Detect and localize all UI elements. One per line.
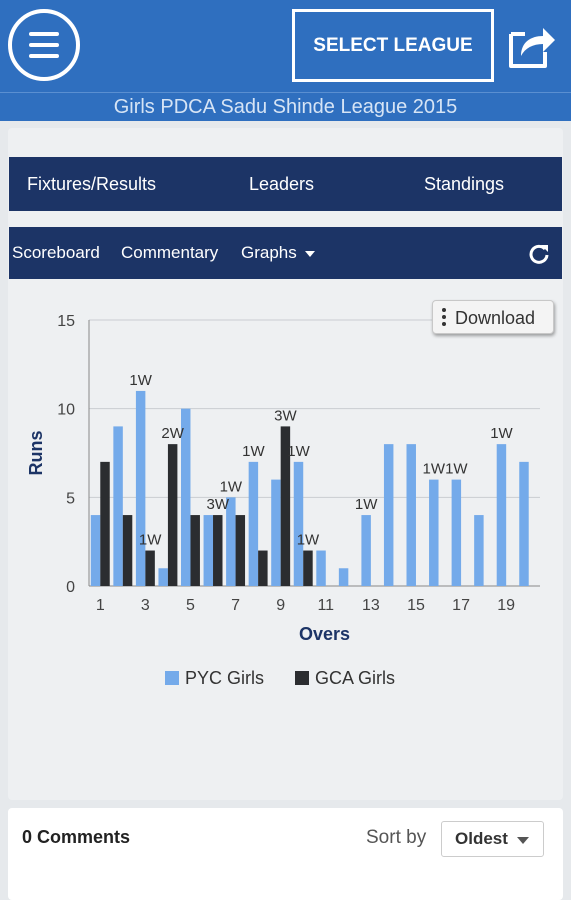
- bar-gca-girls: [100, 461, 110, 586]
- bar-pyc-girls: [338, 568, 349, 586]
- bar-pyc-girls: [451, 479, 462, 586]
- bar-gca-girls: [167, 444, 178, 586]
- subtab-graphs[interactable]: Graphs: [241, 227, 315, 279]
- wicket-annotation: 1W: [297, 532, 320, 549]
- wicket-annotation: 1W: [355, 496, 378, 513]
- league-title: Girls PDCA Sadu Shinde League 2015: [0, 92, 571, 121]
- bar-gca-girls: [280, 426, 291, 586]
- x-axis-title: Overs: [299, 624, 350, 644]
- bar-pyc-girls: [135, 390, 146, 586]
- share-icon[interactable]: [505, 20, 557, 72]
- wicket-annotation: 2W: [161, 425, 184, 442]
- x-tick-label: 17: [452, 597, 470, 614]
- bar-gca-girls: [145, 550, 155, 586]
- sort-select[interactable]: Oldest: [441, 821, 544, 857]
- legend-swatch: [165, 671, 179, 685]
- x-tick-label: 7: [231, 597, 240, 614]
- bar-pyc-girls: [406, 444, 416, 586]
- caret-down-icon: [304, 250, 315, 257]
- bar-pyc-girls: [158, 568, 168, 586]
- bar-pyc-girls: [90, 515, 101, 586]
- match-subtabs: Scoreboard Commentary Graphs: [9, 227, 562, 279]
- wicket-annotation: 1W: [423, 461, 446, 478]
- wicket-annotation: 1W: [287, 443, 310, 460]
- wicket-annotation: 1W: [220, 478, 243, 495]
- bar-gca-girls: [258, 550, 268, 586]
- bar-pyc-girls: [203, 515, 214, 586]
- x-tick-label: 13: [362, 597, 380, 614]
- wicket-annotation: 3W: [207, 496, 230, 513]
- sort-label: Sort by: [366, 827, 427, 848]
- select-league-button[interactable]: SELECT LEAGUE: [292, 9, 494, 82]
- bar-pyc-girls: [519, 461, 529, 586]
- subtab-commentary[interactable]: Commentary: [121, 243, 219, 262]
- main-tabs: Fixtures/Results Leaders Standings: [9, 157, 562, 211]
- subtab-scoreboard[interactable]: Scoreboard: [12, 243, 100, 262]
- x-tick-label: 9: [276, 597, 285, 614]
- subtab-graphs-label: Graphs: [241, 243, 297, 262]
- y-tick-label: 10: [57, 402, 75, 419]
- bar-gca-girls: [213, 515, 223, 586]
- bar-gca-girls: [190, 515, 200, 586]
- bar-pyc-girls: [429, 479, 439, 586]
- x-tick-label: 19: [497, 597, 515, 614]
- bar-pyc-girls: [361, 515, 371, 586]
- bar-pyc-girls: [181, 408, 191, 586]
- x-tick-label: 15: [407, 597, 425, 614]
- wicket-annotation: 1W: [242, 443, 265, 460]
- bar-pyc-girls: [226, 497, 236, 586]
- wicket-annotation: 1W: [129, 372, 152, 389]
- legend-label: GCA Girls: [315, 668, 395, 688]
- wicket-annotation: 3W: [274, 407, 297, 424]
- bar-pyc-girls: [293, 461, 304, 586]
- refresh-icon[interactable]: [528, 243, 550, 265]
- y-tick-label: 0: [66, 579, 75, 596]
- wicket-annotation: 1W: [139, 532, 162, 549]
- hamburger-menu-icon[interactable]: [8, 9, 80, 81]
- x-tick-label: 5: [186, 597, 195, 614]
- y-tick-label: 5: [66, 490, 75, 507]
- x-tick-label: 1: [96, 597, 105, 614]
- more-vert-icon: [442, 308, 446, 329]
- wicket-annotation: 1W: [445, 461, 468, 478]
- bar-pyc-girls: [113, 426, 123, 586]
- bar-pyc-girls: [474, 515, 484, 586]
- legend-label: PYC Girls: [185, 668, 264, 688]
- tab-leaders[interactable]: Leaders: [249, 174, 315, 194]
- tab-fixtures-results[interactable]: Fixtures/Results: [27, 174, 157, 194]
- download-button[interactable]: Download: [432, 300, 554, 334]
- y-tick-label: 15: [57, 313, 75, 330]
- caret-down-icon: [517, 837, 529, 844]
- x-tick-label: 3: [141, 597, 150, 614]
- sort-value: Oldest: [455, 829, 508, 848]
- bar-pyc-girls: [271, 479, 281, 586]
- bar-gca-girls: [122, 515, 133, 586]
- bar-pyc-girls: [316, 550, 326, 586]
- tab-standings[interactable]: Standings: [424, 174, 505, 194]
- bar-gca-girls: [235, 515, 246, 586]
- y-axis-title: Runs: [26, 431, 46, 476]
- comments-count: 0 Comments: [22, 827, 131, 847]
- bar-pyc-girls: [383, 444, 394, 586]
- x-tick-label: 11: [317, 597, 334, 614]
- app-header: SELECT LEAGUE: [0, 0, 571, 92]
- bar-pyc-girls: [248, 461, 259, 586]
- wicket-annotation: 1W: [490, 425, 513, 442]
- bar-pyc-girls: [496, 444, 507, 586]
- download-label: Download: [455, 308, 536, 328]
- bar-gca-girls: [303, 550, 313, 586]
- legend-swatch: [295, 671, 309, 685]
